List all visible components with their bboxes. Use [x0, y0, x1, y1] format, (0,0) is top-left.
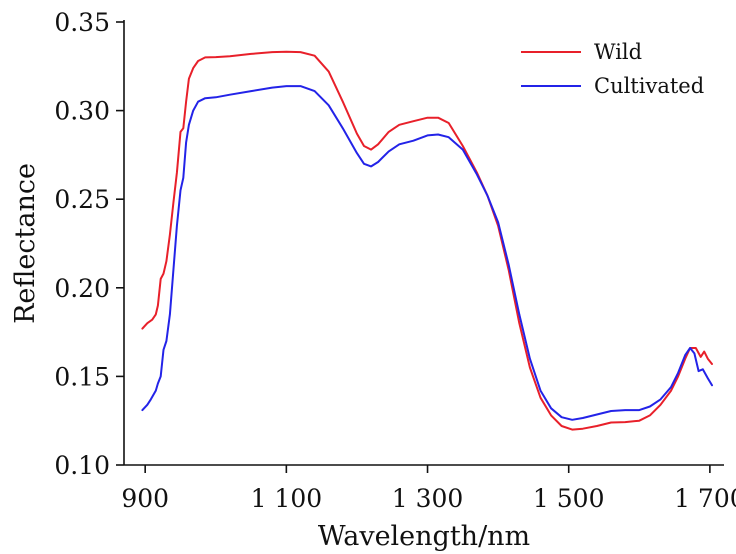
y-tick-label: 0.25 [54, 185, 110, 214]
legend: Wild Cultivated [521, 40, 704, 98]
legend-label-cultivated: Cultivated [594, 74, 704, 98]
y-axis-title: Reflectance [10, 163, 41, 324]
x-tick-label: 1 300 [392, 484, 464, 513]
series-line-wild [141, 50, 713, 431]
y-tick-label: 0.20 [54, 274, 110, 303]
y-tick-label: 0.10 [54, 451, 110, 480]
x-axis-ticks: 900 1 100 1 300 1 500 1 700 [121, 465, 736, 513]
series-line-cultivated [141, 85, 713, 421]
x-axis-title: Wavelength/nm [318, 521, 530, 552]
y-tick-label: 0.35 [54, 8, 110, 37]
x-tick-label: 1 100 [251, 484, 323, 513]
y-tick-label: 0.30 [54, 97, 110, 126]
x-tick-label: 900 [121, 484, 169, 513]
y-axis-ticks: 0.10 0.15 0.20 0.25 0.30 0.35 [54, 8, 124, 480]
x-tick-label: 1 700 [674, 484, 736, 513]
legend-label-wild: Wild [594, 40, 642, 64]
plot-lines [141, 50, 713, 431]
y-tick-label: 0.15 [54, 362, 110, 391]
axes [123, 20, 724, 466]
x-tick-label: 1 500 [533, 484, 605, 513]
